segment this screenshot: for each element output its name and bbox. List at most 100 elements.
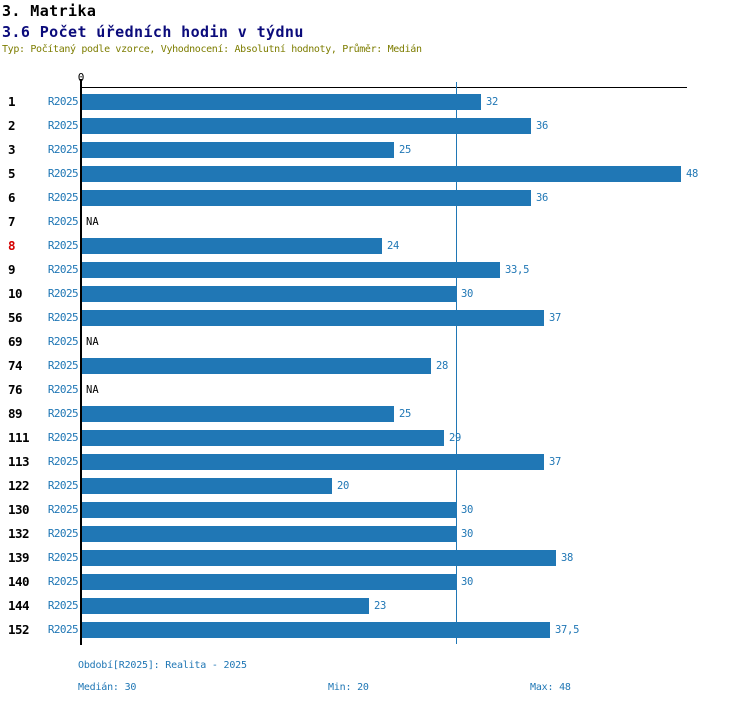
chart-row: 139 R2025 38 [0, 550, 750, 566]
series-label: R2025 [47, 263, 79, 276]
period-label: Období[R2025]: Realita - 2025 [78, 660, 247, 671]
bar-value-label: 48 [686, 168, 699, 180]
row-id-label: 56 [8, 310, 23, 325]
row-id-label: 76 [8, 382, 23, 397]
series-label: R2025 [47, 143, 79, 156]
chart-row: 113 R2025 37 [0, 454, 750, 470]
value-bar [82, 550, 556, 566]
series-label: R2025 [47, 623, 79, 636]
series-label: R2025 [47, 431, 79, 444]
value-bar [82, 118, 531, 134]
bar-value-label: 24 [387, 240, 400, 252]
series-label: R2025 [47, 479, 79, 492]
series-label: R2025 [47, 167, 79, 180]
median-stat-label: Medián: 30 [78, 682, 137, 693]
bar-value-label: 25 [399, 144, 412, 156]
na-label: NA [86, 216, 99, 228]
row-id-label: 3 [8, 142, 16, 157]
median-line [456, 82, 457, 644]
row-id-label: 69 [8, 334, 23, 349]
x-axis-zero-label: 0 [77, 71, 85, 84]
chart-row: 2 R2025 36 [0, 118, 750, 134]
bar-value-label: 30 [461, 576, 474, 588]
value-bar [82, 94, 481, 110]
row-id-label: 144 [8, 598, 30, 613]
value-bar [82, 166, 681, 182]
x-axis-zero-tick [80, 79, 82, 88]
row-id-label: 74 [8, 358, 23, 373]
bar-value-label: 32 [486, 96, 499, 108]
row-id-label: 122 [8, 478, 30, 493]
bar-value-label: 38 [561, 552, 574, 564]
value-bar [82, 310, 544, 326]
series-label: R2025 [47, 455, 79, 468]
row-id-label: 5 [8, 166, 16, 181]
bar-value-label: 30 [461, 504, 474, 516]
value-bar [82, 406, 394, 422]
row-id-label: 10 [8, 286, 23, 301]
bar-value-label: 30 [461, 528, 474, 540]
chart-row: 152 R2025 37,5 [0, 622, 750, 638]
row-id-label: 130 [8, 502, 30, 517]
section-title: 3. Matrika [2, 2, 97, 20]
row-id-label: 111 [8, 430, 30, 445]
value-bar [82, 478, 332, 494]
chart-row: 122 R2025 20 [0, 478, 750, 494]
series-label: R2025 [47, 311, 79, 324]
bar-value-label: 30 [461, 288, 474, 300]
chart-row: 130 R2025 30 [0, 502, 750, 518]
row-id-label: 6 [8, 190, 16, 205]
min-stat-label: Min: 20 [328, 682, 369, 693]
x-axis-line [80, 87, 687, 88]
row-id-label: 8 [8, 238, 16, 253]
na-label: NA [86, 384, 99, 396]
series-label: R2025 [47, 287, 79, 300]
row-id-label: 140 [8, 574, 30, 589]
value-bar [82, 526, 456, 542]
row-id-label: 139 [8, 550, 30, 565]
y-axis-line [80, 87, 82, 645]
value-bar [82, 286, 456, 302]
series-label: R2025 [47, 239, 79, 252]
series-label: R2025 [47, 95, 79, 108]
chart-row: 56 R2025 37 [0, 310, 750, 326]
value-bar [82, 502, 456, 518]
chart-row: 76 R2025 NA [0, 382, 750, 398]
series-label: R2025 [47, 575, 79, 588]
value-bar [82, 622, 550, 638]
row-id-label: 1 [8, 94, 16, 109]
chart-row: 69 R2025 NA [0, 334, 750, 350]
series-label: R2025 [47, 503, 79, 516]
row-id-label: 113 [8, 454, 30, 469]
value-bar [82, 262, 500, 278]
value-bar [82, 574, 456, 590]
chart-row: 74 R2025 28 [0, 358, 750, 374]
chart-meta-line: Typ: Počítaný podle vzorce, Vyhodnocení:… [2, 44, 422, 55]
value-bar [82, 142, 394, 158]
bar-value-label: 20 [337, 480, 350, 492]
bar-value-label: 28 [436, 360, 449, 372]
chart-row: 10 R2025 30 [0, 286, 750, 302]
value-bar [82, 454, 544, 470]
value-bar [82, 238, 382, 254]
bar-value-label: 23 [374, 600, 387, 612]
series-label: R2025 [47, 551, 79, 564]
chart-row: 1 R2025 32 [0, 94, 750, 110]
series-label: R2025 [47, 191, 79, 204]
bar-value-label: 36 [536, 192, 549, 204]
series-label: R2025 [47, 119, 79, 132]
row-id-label: 2 [8, 118, 16, 133]
bar-value-label: 25 [399, 408, 412, 420]
bar-value-label: 29 [449, 432, 462, 444]
bar-value-label: 37,5 [555, 624, 580, 636]
max-stat-label: Max: 48 [530, 682, 571, 693]
bar-value-label: 36 [536, 120, 549, 132]
value-bar [82, 598, 369, 614]
row-id-label: 89 [8, 406, 23, 421]
bar-value-label: 37 [549, 456, 562, 468]
value-bar [82, 430, 444, 446]
chart-row: 111 R2025 29 [0, 430, 750, 446]
chart-row: 3 R2025 25 [0, 142, 750, 158]
series-label: R2025 [47, 359, 79, 372]
